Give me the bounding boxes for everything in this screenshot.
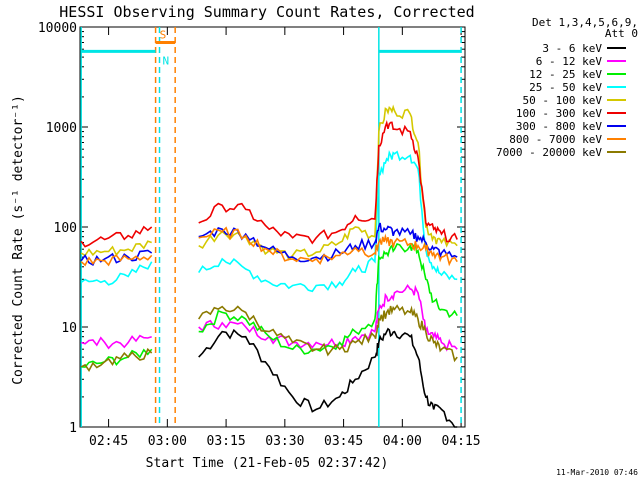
y-tick-label: 1000 xyxy=(46,121,77,136)
series-line xyxy=(198,327,458,428)
y-tick-label: 10 xyxy=(61,321,77,336)
series-line xyxy=(198,304,458,363)
x-tick-label: 02:45 xyxy=(89,434,128,449)
legend-label: 12 - 25 keV xyxy=(529,68,602,81)
flag-label: N xyxy=(163,54,170,67)
series-line xyxy=(80,334,152,350)
series-line xyxy=(81,348,153,368)
footer-timestamp: 11-Mar-2010 07:46 xyxy=(556,468,638,477)
x-tick-label: 03:45 xyxy=(324,434,363,449)
legend-label: 50 - 100 keV xyxy=(523,94,603,107)
legend-label: 3 - 6 keV xyxy=(542,42,602,55)
x-tick-label: 04:15 xyxy=(442,434,481,449)
legend-label: 100 - 300 keV xyxy=(516,107,602,120)
y-tick-label: 1 xyxy=(69,421,77,436)
legend-header-line-2: Att 0 xyxy=(605,27,638,40)
flag-label: S xyxy=(160,28,167,41)
legend-label: 7000 - 20000 keV xyxy=(496,146,602,159)
x-axis-label: Start Time (21-Feb-05 02:37:42) xyxy=(146,456,389,471)
legend-label: 800 - 7000 keV xyxy=(509,133,602,146)
y-axis-label: Corrected Count Rate (s⁻¹ detector⁻¹) xyxy=(11,95,26,385)
series-line xyxy=(80,261,153,286)
series-line xyxy=(198,241,458,355)
chart-title: HESSI Observing Summary Count Rates, Cor… xyxy=(59,3,474,21)
x-tick-label: 03:00 xyxy=(148,434,187,449)
y-tick-label: 100 xyxy=(54,221,77,236)
series-line xyxy=(198,149,458,293)
series-line xyxy=(80,347,153,373)
legend-label: 6 - 12 keV xyxy=(536,55,603,68)
legend-label: 300 - 800 keV xyxy=(516,120,602,133)
y-tick-label: 10000 xyxy=(38,21,77,36)
series-line xyxy=(198,119,458,245)
series-line xyxy=(198,226,458,267)
legend-header-line-1: Det 1,3,4,5,6,9, xyxy=(532,16,638,29)
series-line xyxy=(80,225,153,248)
x-tick-label: 03:30 xyxy=(265,434,304,449)
x-tick-label: 03:15 xyxy=(207,434,246,449)
series-line xyxy=(80,249,153,267)
series-line xyxy=(198,283,458,352)
legend-label: 25 - 50 keV xyxy=(529,81,602,94)
x-tick-label: 04:00 xyxy=(383,434,422,449)
series-line xyxy=(80,254,153,267)
